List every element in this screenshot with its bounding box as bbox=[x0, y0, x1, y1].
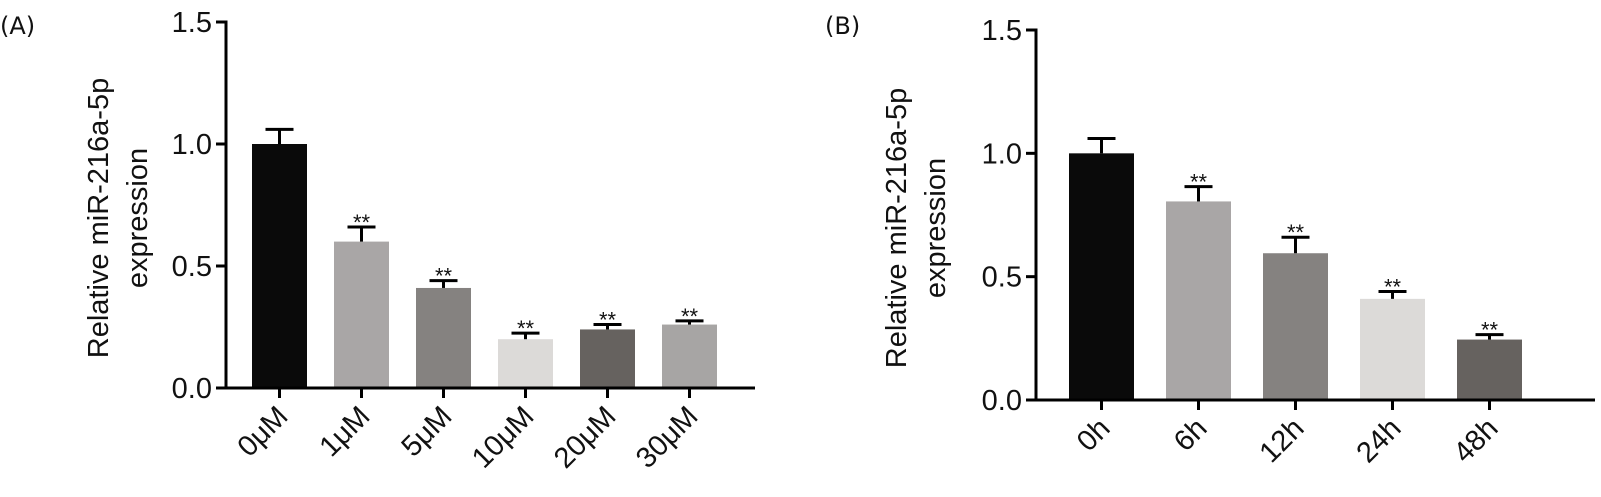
significance-label: ** bbox=[1287, 220, 1305, 245]
significance-label: ** bbox=[599, 308, 617, 333]
plot-area: 0μM ** 1μM ** 5μM ** 10μM ** 20μM ** 30μM 0.0 0.5 1.0… bbox=[172, 7, 755, 475]
y-tick-label: 0.0 bbox=[172, 373, 212, 405]
y-tick-label: 0.0 bbox=[982, 385, 1022, 417]
bar bbox=[1166, 201, 1231, 400]
y-axis-label-line1: Relative miR-216a-5p bbox=[881, 88, 913, 368]
significance-label: ** bbox=[681, 304, 699, 329]
x-tick-label: 0μM bbox=[232, 400, 295, 463]
y-axis-label-line2: expression bbox=[920, 158, 952, 298]
x-tick-label: 10μM bbox=[466, 400, 540, 474]
x-tick-label: 1μM bbox=[314, 400, 377, 463]
significance-label: ** bbox=[517, 316, 535, 341]
y-tick-label: 1.0 bbox=[982, 138, 1022, 170]
y-tick-label: 1.5 bbox=[982, 15, 1022, 47]
bar bbox=[416, 287, 471, 388]
x-tick-label: 6h bbox=[1168, 412, 1213, 457]
plot-area: 0h ** 6h ** 12h ** 24h ** 48h 0.0 0.5 1.0 1.5 bbox=[982, 15, 1595, 469]
panel-a: (A) Relative miR-216a-5p expression 0μM *… bbox=[0, 7, 755, 475]
x-tick-label: 20μM bbox=[548, 400, 622, 474]
bar bbox=[580, 329, 635, 388]
bar bbox=[1263, 253, 1328, 400]
y-tick-label: 0.5 bbox=[982, 262, 1022, 294]
bar bbox=[252, 144, 307, 388]
bar bbox=[334, 241, 389, 388]
x-tick-label: 5μM bbox=[396, 400, 459, 463]
x-tick-label: 0h bbox=[1071, 412, 1116, 457]
panel-label-a: (A) bbox=[0, 12, 35, 40]
significance-label: ** bbox=[353, 210, 371, 235]
x-tick-label: 30μM bbox=[630, 400, 704, 474]
x-tick-label: 12h bbox=[1254, 412, 1311, 469]
bar bbox=[498, 339, 553, 388]
significance-label: ** bbox=[1384, 274, 1402, 299]
y-tick-label: 0.5 bbox=[172, 251, 212, 283]
panel-b: (B) Relative miR-216a-5p expression 0h **… bbox=[825, 12, 1595, 469]
significance-label: ** bbox=[1481, 318, 1499, 343]
y-axis-label-line2: expression bbox=[122, 148, 154, 288]
bar bbox=[662, 324, 717, 388]
x-tick-label: 24h bbox=[1351, 412, 1408, 469]
significance-label: ** bbox=[435, 264, 453, 289]
significance-label: ** bbox=[1190, 170, 1208, 195]
bar bbox=[1069, 153, 1134, 400]
bar bbox=[1457, 339, 1522, 400]
y-tick-label: 1.5 bbox=[172, 7, 212, 39]
y-tick-label: 1.0 bbox=[172, 129, 212, 161]
y-axis-label-line1: Relative miR-216a-5p bbox=[83, 78, 115, 358]
x-tick-label: 48h bbox=[1448, 412, 1505, 469]
panel-label-b: (B) bbox=[825, 12, 860, 40]
bar bbox=[1360, 298, 1425, 400]
